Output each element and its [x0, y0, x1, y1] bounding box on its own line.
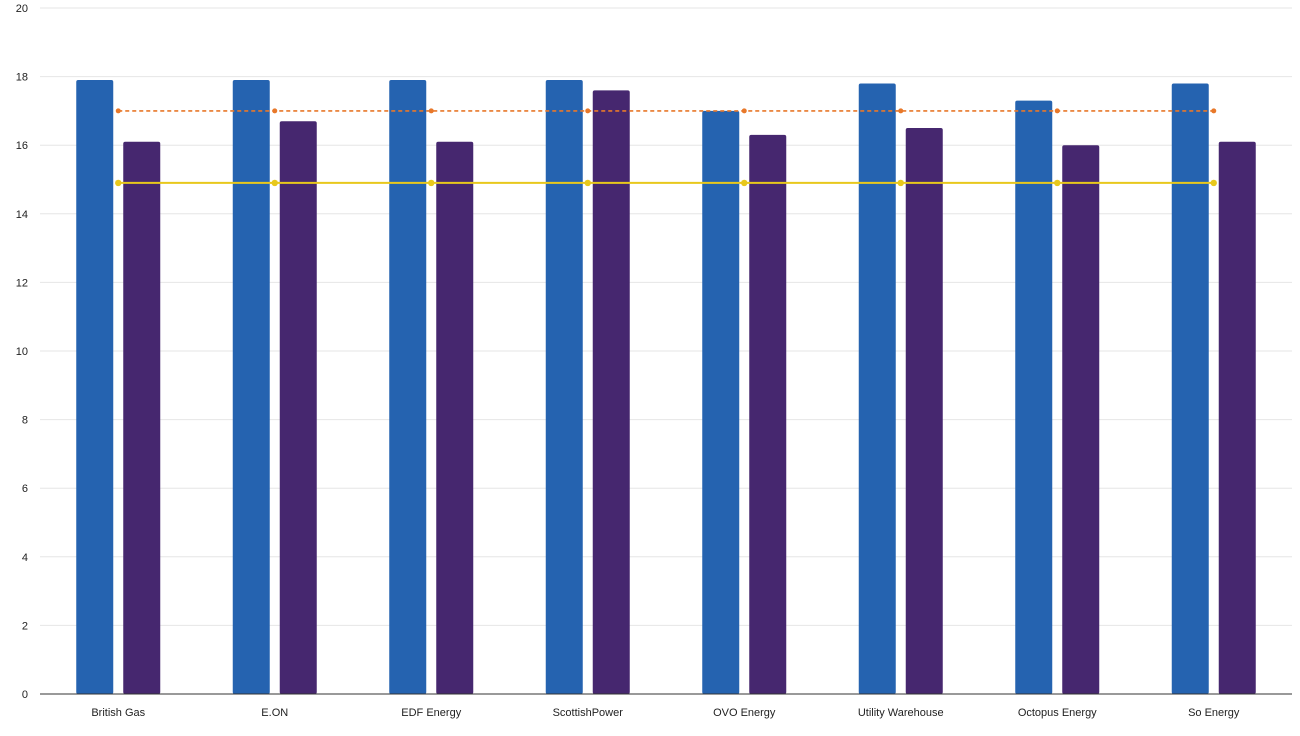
line-point — [898, 108, 904, 114]
y-tick-label: 2 — [22, 620, 28, 632]
x-tick-label: So Energy — [1188, 707, 1240, 719]
y-tick-label: 0 — [22, 689, 28, 701]
bar-2-e-on — [279, 121, 317, 694]
line-point — [585, 108, 591, 114]
bar-2-scottishpower — [592, 90, 630, 694]
bar-1-e-on — [232, 80, 270, 694]
x-tick-label: Utility Warehouse — [858, 707, 944, 719]
line-point — [1054, 108, 1060, 114]
bar-1-octopus-energy — [1015, 100, 1053, 695]
bar-2-so-energy — [1218, 141, 1256, 694]
bar-2-ovo-energy — [749, 134, 787, 694]
bar-1-edf-energy — [389, 80, 427, 694]
y-tick-label: 8 — [22, 415, 28, 427]
y-tick-label: 16 — [16, 140, 28, 152]
line-point — [271, 179, 278, 187]
line-point — [1054, 179, 1061, 187]
bar-1-scottishpower — [545, 80, 583, 694]
x-tick-label: Octopus Energy — [1018, 707, 1097, 719]
line-point — [272, 108, 278, 114]
bar-1-so-energy — [1171, 83, 1209, 694]
line-point — [428, 179, 435, 187]
bar-1-british-gas — [76, 80, 114, 694]
bar-2-octopus-energy — [1062, 145, 1100, 694]
x-tick-label: EDF Energy — [401, 707, 461, 719]
bar-1-utility-warehouse — [858, 83, 896, 694]
x-tick-label: E.ON — [261, 707, 288, 719]
y-tick-label: 20 — [16, 3, 28, 15]
bar-2-utility-warehouse — [905, 128, 943, 695]
line-point — [741, 108, 747, 114]
line-point — [897, 179, 904, 187]
x-tick-label: ScottishPower — [553, 707, 624, 719]
x-tick-label: British Gas — [91, 707, 145, 719]
y-tick-label: 12 — [16, 277, 28, 289]
y-tick-label: 14 — [16, 209, 28, 221]
y-tick-label: 18 — [16, 72, 28, 84]
bar-1-ovo-energy — [702, 110, 740, 694]
line-point — [115, 179, 122, 187]
bar-2-british-gas — [123, 141, 161, 694]
line-point — [1211, 108, 1217, 114]
y-tick-label: 4 — [22, 552, 28, 564]
line-point — [1210, 179, 1217, 187]
line-point — [584, 179, 591, 187]
line-point — [115, 108, 121, 114]
y-tick-label: 6 — [22, 483, 28, 495]
x-tick-label: OVO Energy — [713, 707, 776, 719]
y-tick-label: 10 — [16, 346, 28, 358]
line-point — [428, 108, 434, 114]
bar-2-edf-energy — [436, 141, 474, 694]
line-point — [741, 179, 748, 187]
